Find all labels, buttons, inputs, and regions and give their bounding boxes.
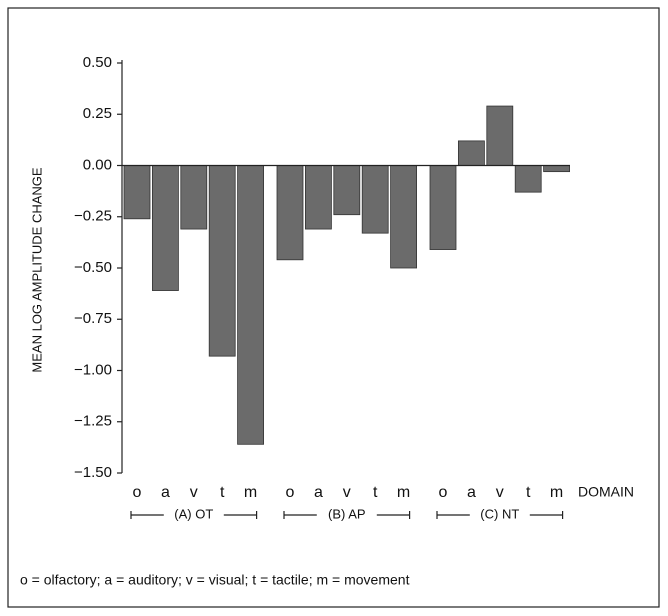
bar [237,165,265,445]
y-tick-label: 0.50 [83,54,112,71]
bar [304,165,332,230]
y-tick-label: 0.00 [83,156,112,173]
bar [123,165,151,220]
x-tick-label: m [244,484,257,501]
group-label: (B) AP [328,506,366,521]
x-tick-label: m [397,484,410,501]
footnote: o = olfactory; a = auditory; v = visual;… [20,572,410,588]
bar [361,165,389,234]
y-tick-label: −0.25 [74,208,112,225]
bar [276,165,304,261]
y-tick-label: −0.50 [74,259,112,276]
x-tick-label: m [550,484,563,501]
x-tick-label: v [343,484,351,501]
x-tick-label: t [526,484,531,501]
x-tick-label: a [161,484,170,501]
y-tick-label: −1.25 [74,413,112,430]
x-tick-label: o [286,484,295,501]
group-label: (A) OT [174,506,213,521]
x-tick-label: a [314,484,323,501]
x-tick-label: t [373,484,378,501]
x-tick-label: v [190,484,198,501]
x-tick-label: v [496,484,504,501]
bar [180,165,208,230]
bar [333,165,361,216]
y-tick-label: −1.00 [74,361,112,378]
x-tick-label: a [467,484,476,501]
bar [457,140,485,166]
group-label: (C) NT [480,506,519,521]
x-tick-label: t [220,484,225,501]
y-tick-label: 0.25 [83,105,112,122]
x-tick-label: o [133,484,142,501]
bar [390,165,418,269]
bar [514,165,542,193]
bar [208,165,236,357]
y-axis-label: MEAN LOG AMPLITUDE CHANGE [29,167,44,372]
bar [543,165,570,173]
x-axis-label: DOMAIN [578,484,634,500]
bar [486,105,514,166]
bar [429,165,457,250]
bar [151,165,179,291]
y-tick-label: −0.75 [74,310,112,327]
frame [7,7,660,608]
x-tick-label: o [439,484,448,501]
y-tick-label: −1.50 [74,464,112,481]
